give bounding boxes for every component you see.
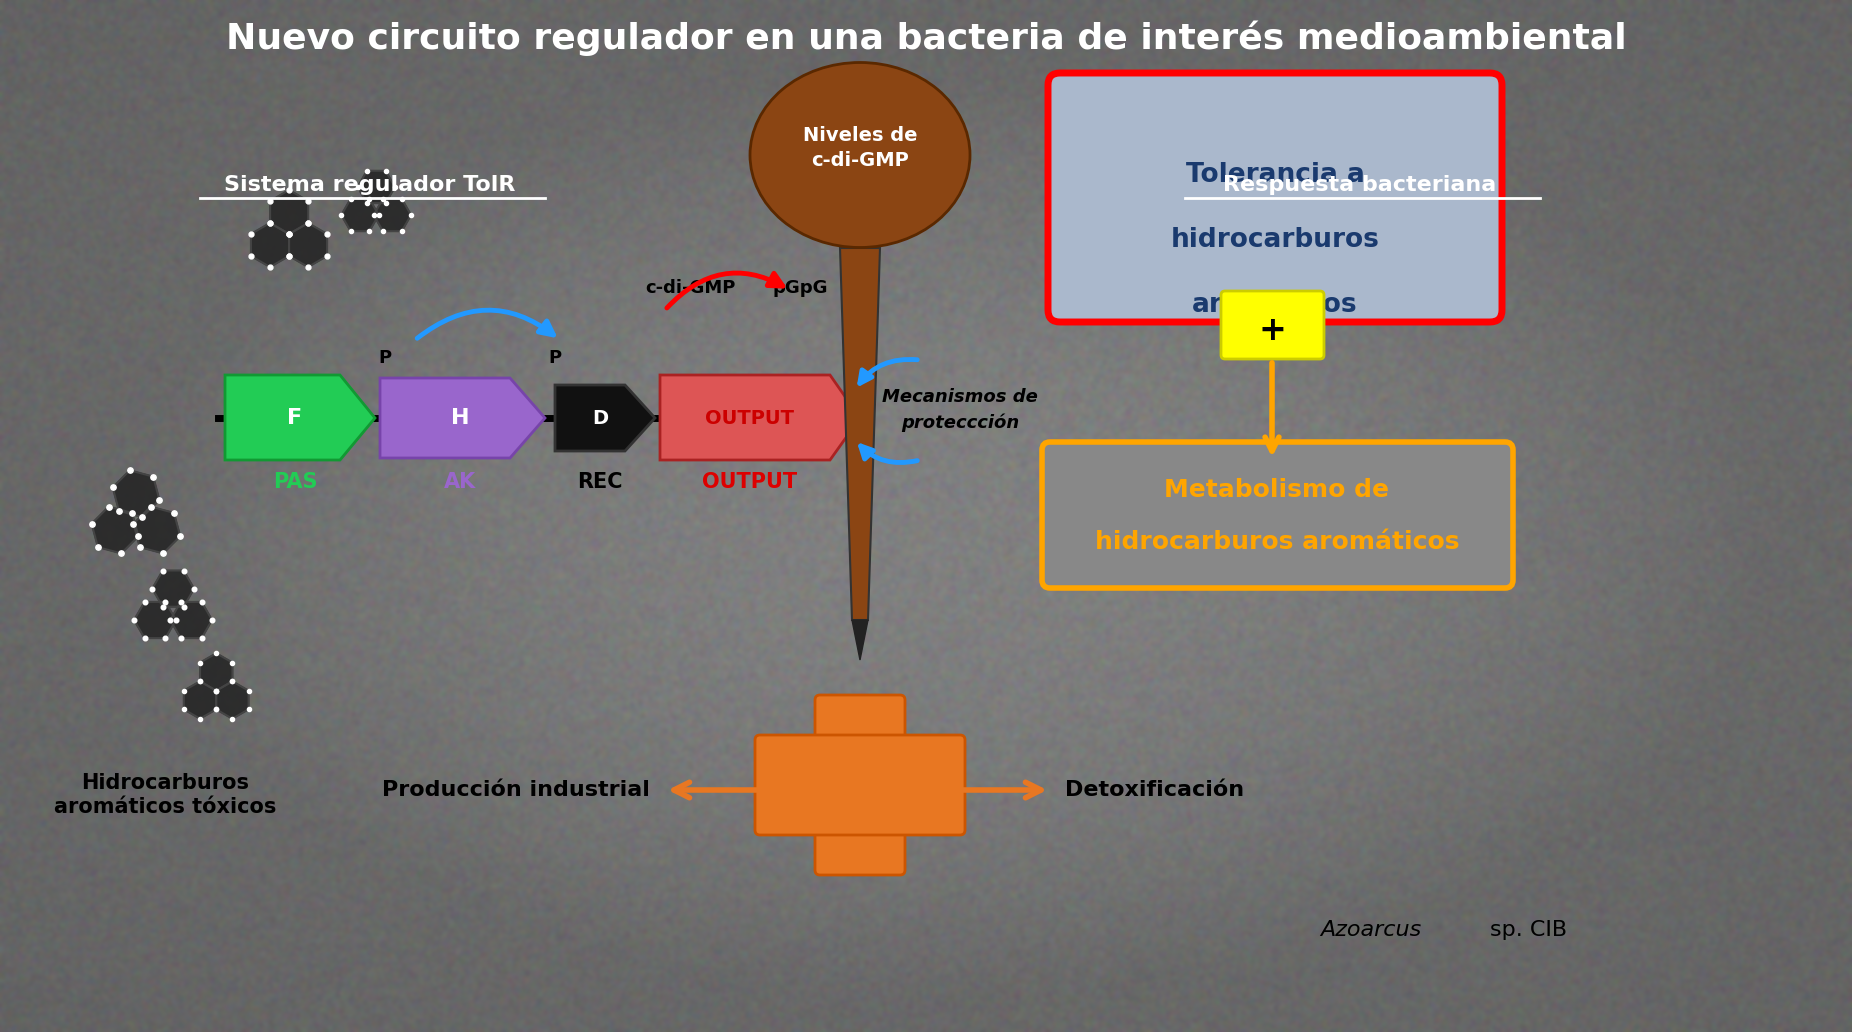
FancyBboxPatch shape bbox=[756, 735, 965, 835]
Polygon shape bbox=[852, 620, 869, 660]
FancyArrowPatch shape bbox=[667, 273, 783, 308]
Text: hidrocarburos aromáticos: hidrocarburos aromáticos bbox=[1095, 530, 1459, 554]
Text: hidrocarburos: hidrocarburos bbox=[1170, 227, 1380, 253]
Text: Tolerancia a: Tolerancia a bbox=[1185, 162, 1365, 188]
Text: Detoxificación: Detoxificación bbox=[1065, 780, 1245, 800]
Ellipse shape bbox=[750, 63, 970, 248]
Text: Nuevo circuito regulador en una bacteria de interés medioambiental: Nuevo circuito regulador en una bacteria… bbox=[226, 21, 1626, 56]
Polygon shape bbox=[374, 199, 411, 231]
Text: PAS: PAS bbox=[272, 472, 317, 492]
FancyArrowPatch shape bbox=[417, 311, 554, 338]
Text: Metabolismo de: Metabolismo de bbox=[1165, 478, 1389, 502]
Text: +: + bbox=[1258, 314, 1285, 347]
Polygon shape bbox=[556, 385, 656, 451]
Text: Sistema regulador TolR: Sistema regulador TolR bbox=[224, 175, 515, 195]
Polygon shape bbox=[270, 190, 307, 234]
Text: H: H bbox=[450, 408, 469, 428]
Polygon shape bbox=[289, 223, 328, 267]
Text: OUTPUT: OUTPUT bbox=[706, 409, 795, 427]
Polygon shape bbox=[380, 378, 544, 458]
Polygon shape bbox=[200, 653, 233, 690]
Text: P: P bbox=[548, 349, 561, 367]
FancyBboxPatch shape bbox=[1220, 291, 1324, 359]
FancyArrowPatch shape bbox=[861, 446, 917, 462]
FancyBboxPatch shape bbox=[815, 695, 906, 875]
Text: Niveles de
c-di-GMP: Niveles de c-di-GMP bbox=[802, 126, 917, 170]
Polygon shape bbox=[183, 681, 217, 718]
Text: aromáticos: aromáticos bbox=[1193, 292, 1358, 318]
Polygon shape bbox=[91, 507, 139, 553]
Polygon shape bbox=[113, 471, 159, 517]
Text: Hidrocarburos
aromáticos tóxicos: Hidrocarburos aromáticos tóxicos bbox=[54, 773, 276, 816]
Text: F: F bbox=[287, 408, 302, 428]
Polygon shape bbox=[252, 223, 289, 267]
Polygon shape bbox=[133, 602, 176, 638]
Polygon shape bbox=[841, 248, 880, 620]
Text: Azoarcus: Azoarcus bbox=[1320, 920, 1420, 940]
FancyBboxPatch shape bbox=[1048, 73, 1502, 322]
FancyArrowPatch shape bbox=[859, 359, 917, 383]
Text: Producción industrial: Producción industrial bbox=[382, 780, 650, 800]
Text: pGpG: pGpG bbox=[772, 279, 828, 297]
Polygon shape bbox=[357, 170, 394, 203]
FancyBboxPatch shape bbox=[1043, 442, 1513, 588]
Polygon shape bbox=[217, 681, 248, 718]
Polygon shape bbox=[341, 199, 378, 231]
Text: c-di-GMP: c-di-GMP bbox=[644, 279, 735, 297]
Polygon shape bbox=[133, 507, 180, 553]
Text: AK: AK bbox=[444, 472, 476, 492]
Text: P: P bbox=[378, 349, 391, 367]
Text: D: D bbox=[593, 409, 607, 427]
Text: sp. CIB: sp. CIB bbox=[1491, 920, 1567, 940]
Text: REC: REC bbox=[578, 472, 622, 492]
Text: Mecanismos de
proteccción: Mecanismos de proteccción bbox=[882, 388, 1037, 431]
Polygon shape bbox=[224, 375, 374, 460]
Polygon shape bbox=[659, 375, 859, 460]
Polygon shape bbox=[152, 571, 194, 607]
Text: OUTPUT: OUTPUT bbox=[702, 472, 798, 492]
Text: Respuesta bacteriana: Respuesta bacteriana bbox=[1224, 175, 1496, 195]
Polygon shape bbox=[170, 602, 213, 638]
